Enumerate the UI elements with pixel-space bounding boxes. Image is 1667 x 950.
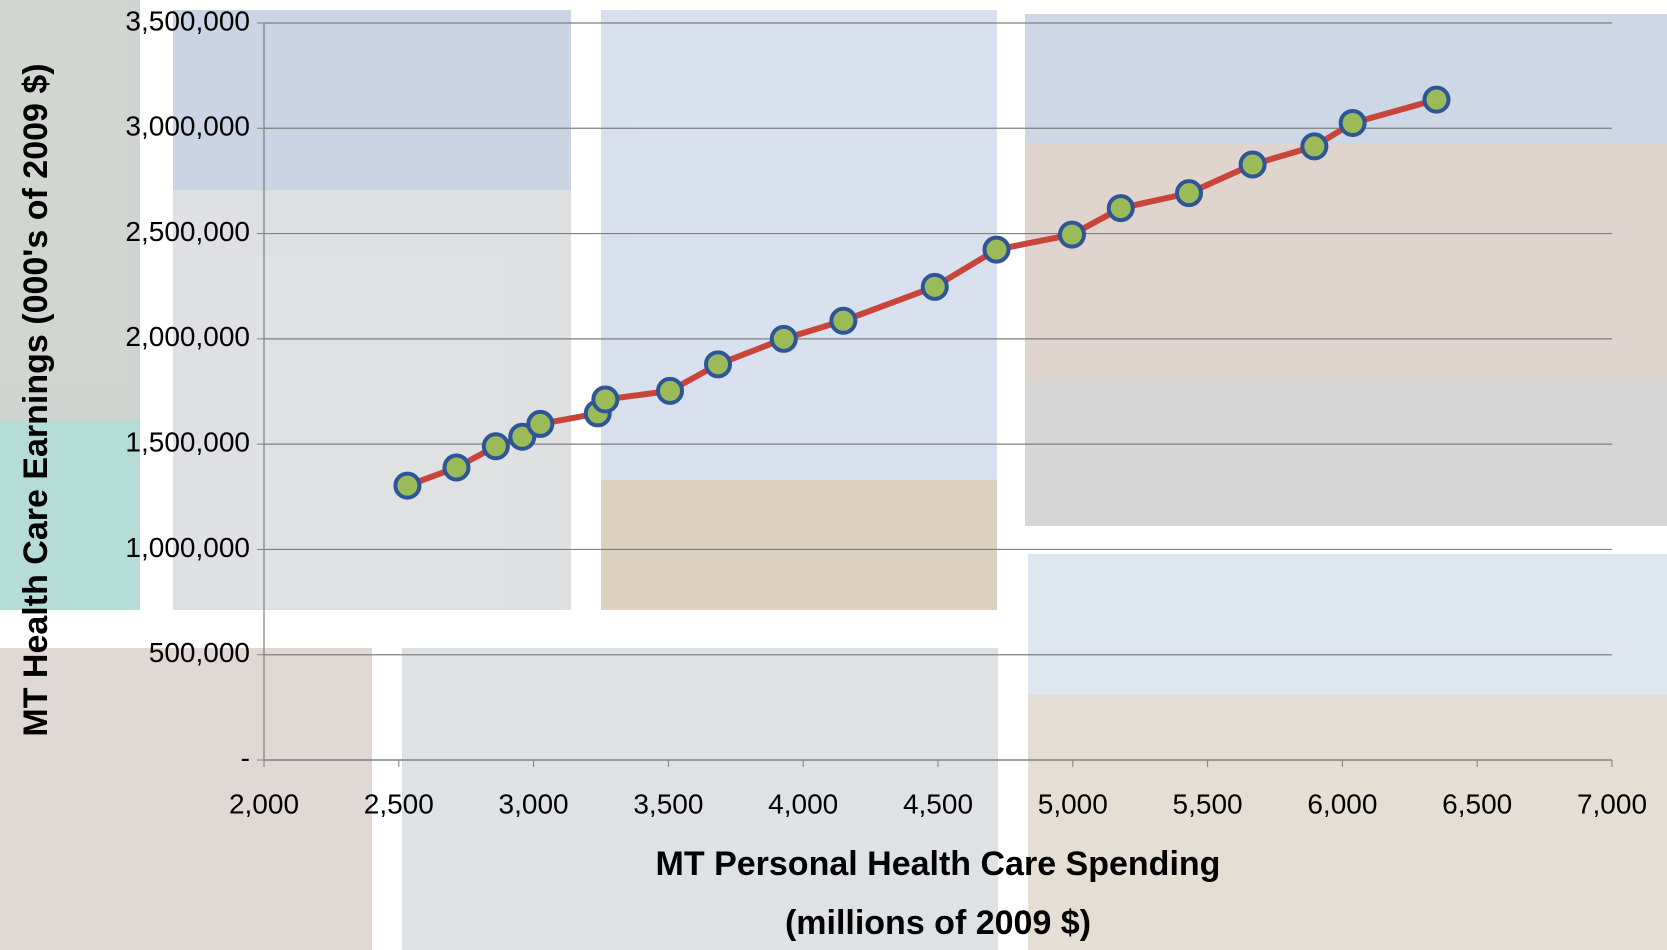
x-tick-label: 3,500 [633,788,703,819]
data-point [982,235,1011,264]
data-point [1238,150,1267,179]
data-point [704,350,733,379]
data-point [1106,194,1135,223]
y-tick-label: 2,500,000 [125,216,250,247]
data-point [1422,85,1451,114]
y-tick-label: 3,500,000 [125,5,250,36]
data-point [591,385,620,414]
data-point [526,409,555,438]
data-point [1300,132,1329,161]
x-axis-title: MT Personal Health Care Spending [656,845,1221,883]
x-tick-label: 5,500 [1173,788,1243,819]
photo [0,420,140,610]
x-tick-label: 6,000 [1307,788,1377,819]
photo [1025,380,1667,526]
y-tick-label: 1,000,000 [125,532,250,563]
data-point [442,453,471,482]
y-tick-label: 500,000 [149,637,250,668]
x-tick-label: 4,500 [903,788,973,819]
x-tick-label: 5,000 [1038,788,1108,819]
photo [0,0,140,610]
y-axis-title: MT Health Care Earnings (000's of 2009 $… [17,63,55,736]
data-point [829,306,858,335]
photo [402,648,998,950]
data-point [481,432,510,461]
x-axis-title: (millions of 2009 $) [785,904,1091,942]
photo [1028,554,1667,694]
y-tick-label: 1,500,000 [125,427,250,458]
y-tick-label: - [241,742,250,773]
x-tick-label: 2,500 [364,788,434,819]
photo [0,648,372,950]
photo [601,480,997,610]
photo [601,10,997,610]
data-point [656,376,685,405]
y-tick-label: 3,000,000 [125,111,250,142]
x-tick-label: 3,000 [499,788,569,819]
x-tick-label: 4,000 [768,788,838,819]
photo [1025,14,1667,526]
data-point [1338,109,1367,138]
y-tick-label: 2,000,000 [125,321,250,352]
photo [173,10,571,190]
data-point [1057,220,1086,249]
photo [173,10,571,610]
x-tick-label: 2,000 [229,788,299,819]
data-point [769,324,798,353]
photo [1028,554,1667,950]
x-tick-label: 6,500 [1442,788,1512,819]
data-point [920,272,949,301]
data-point [393,471,422,500]
data-point [1174,179,1203,208]
x-tick-label: 7,000 [1577,788,1647,819]
